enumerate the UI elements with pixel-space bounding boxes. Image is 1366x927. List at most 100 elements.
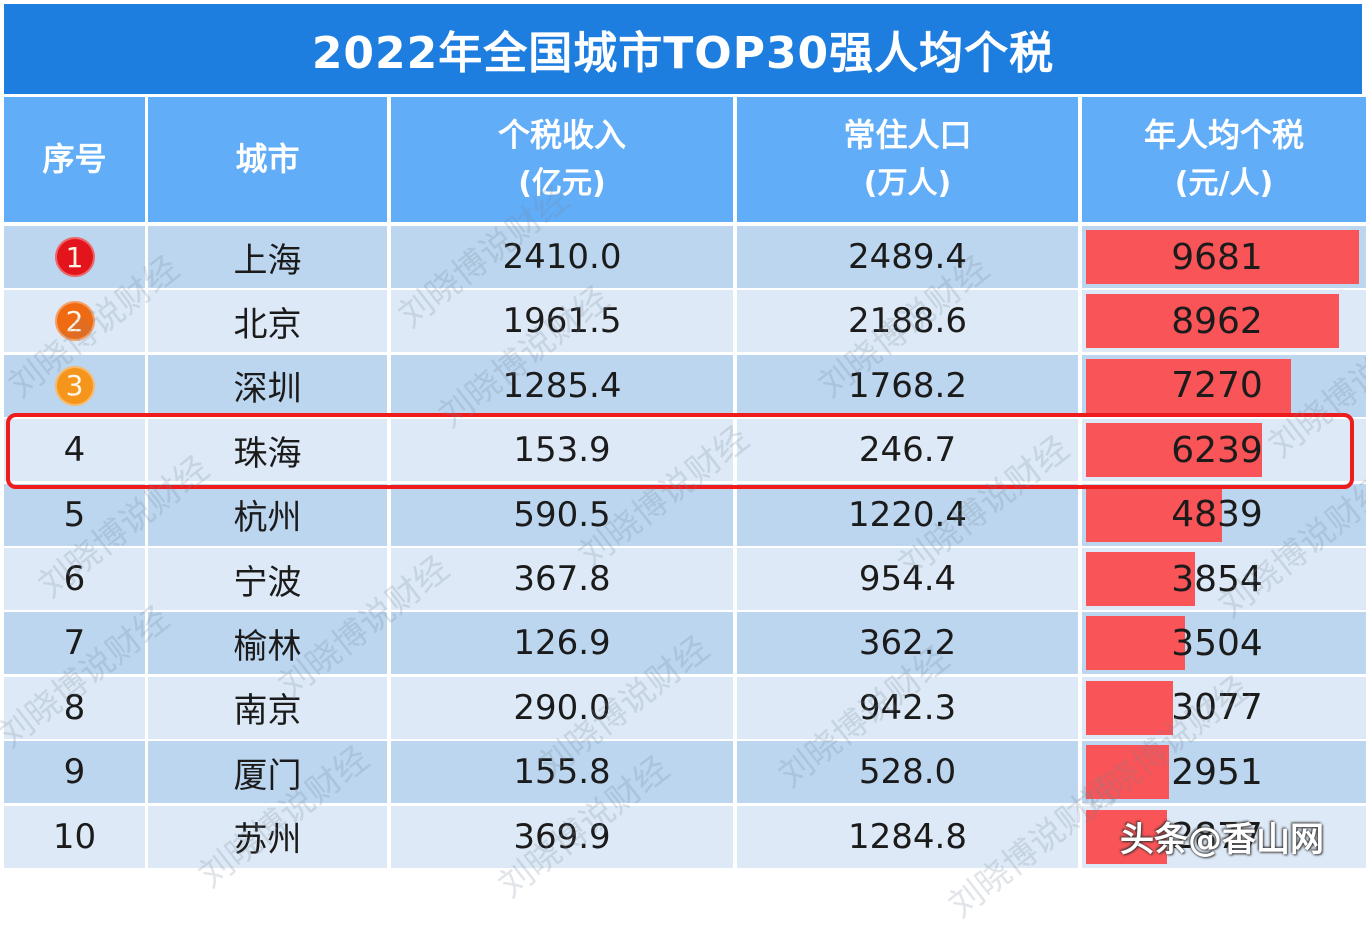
rank-number: 10 xyxy=(52,816,97,857)
per-capita-value: 7270 xyxy=(1171,365,1263,407)
rank-number: 4 xyxy=(63,430,86,471)
header-per-capita: 年人均个税 (元/人) xyxy=(1082,97,1366,222)
header-rank-label: 序号 xyxy=(42,139,107,178)
header-population-label: 常住人口 xyxy=(843,116,972,155)
per-capita-value: 6239 xyxy=(1171,429,1263,471)
population-cell: 942.3 xyxy=(737,676,1078,739)
rank-cell: 1 xyxy=(4,226,145,288)
per-capita-bar xyxy=(1086,294,1339,349)
per-capita-bar xyxy=(1086,745,1169,800)
table-header: 序号 城市 个税收入 (亿元) 常住人口 (万人) 年人均个税 (元/人) xyxy=(4,97,1366,222)
per-capita-value: 2877 xyxy=(1171,816,1263,858)
per-capita-bar xyxy=(1086,423,1262,478)
per-capita-bar xyxy=(1086,230,1359,284)
table-row: 1 上海 2410.0 2489.4 9681 xyxy=(4,226,1366,288)
rank-medal-icon: 2 xyxy=(54,301,95,342)
per-capita-cell: 2877 xyxy=(1082,805,1366,868)
rank-cell: 10 xyxy=(4,805,145,868)
per-capita-bar xyxy=(1086,552,1195,606)
per-capita-bar xyxy=(1086,680,1173,735)
tax-income-cell: 367.8 xyxy=(391,548,733,610)
tax-income-cell: 369.9 xyxy=(391,805,733,868)
table-row: 6 宁波 367.8 954.4 3854 xyxy=(4,548,1366,610)
population-cell: 1768.2 xyxy=(737,354,1078,417)
rank-number: 7 xyxy=(63,623,86,664)
table-row: 7 榆林 126.9 362.2 3504 xyxy=(4,612,1366,675)
per-capita-cell: 3854 xyxy=(1082,548,1366,610)
rank-number: 5 xyxy=(63,494,86,535)
header-tax-income-label: 个税收入 xyxy=(497,116,626,155)
rank-number: 6 xyxy=(63,559,86,599)
per-capita-cell: 6239 xyxy=(1082,419,1366,482)
tax-income-cell: 2410.0 xyxy=(391,226,733,288)
table-row: 2 北京 1961.5 2188.6 8962 xyxy=(4,290,1366,353)
per-capita-cell: 3504 xyxy=(1082,612,1366,675)
population-cell: 2489.4 xyxy=(737,226,1078,288)
per-capita-bar xyxy=(1086,358,1291,413)
per-capita-cell: 2951 xyxy=(1082,741,1366,804)
tax-income-cell: 1285.4 xyxy=(391,354,733,417)
per-capita-value: 4839 xyxy=(1171,494,1263,536)
city-cell: 榆林 xyxy=(148,612,387,675)
table-row: 5 杭州 590.5 1220.4 4839 xyxy=(4,483,1366,546)
population-cell: 246.7 xyxy=(737,419,1078,482)
city-cell: 宁波 xyxy=(148,548,387,610)
per-capita-value: 3077 xyxy=(1171,687,1263,729)
rank-medal-icon: 3 xyxy=(54,365,95,406)
header-rank: 序号 xyxy=(4,97,145,222)
rank-number: 9 xyxy=(63,752,86,793)
tax-income-cell: 290.0 xyxy=(391,676,733,739)
city-cell: 上海 xyxy=(148,226,387,288)
table-row: 9 厦门 155.8 528.0 2951 xyxy=(4,741,1366,804)
per-capita-cell: 7270 xyxy=(1082,354,1366,417)
per-capita-bar xyxy=(1086,616,1185,671)
population-cell: 362.2 xyxy=(737,612,1078,675)
per-capita-value: 3504 xyxy=(1171,622,1263,664)
per-capita-value: 3854 xyxy=(1171,558,1263,600)
table-row: 4 珠海 153.9 246.7 6239 xyxy=(4,419,1366,482)
source-tag: 头条@香山网 xyxy=(1120,820,1324,860)
tax-income-cell: 153.9 xyxy=(391,419,733,482)
tax-income-cell: 1961.5 xyxy=(391,290,733,353)
rank-cell: 4 xyxy=(4,419,145,482)
city-cell: 珠海 xyxy=(148,419,387,482)
per-capita-cell: 9681 xyxy=(1082,226,1366,288)
header-per-capita-label: 年人均个税 xyxy=(1143,116,1304,155)
header-population-unit: (万人) xyxy=(863,166,952,202)
header-city-label: 城市 xyxy=(235,139,300,178)
city-cell: 南京 xyxy=(148,676,387,739)
tax-income-cell: 126.9 xyxy=(391,612,733,675)
per-capita-cell: 4839 xyxy=(1082,483,1366,546)
tax-income-cell: 590.5 xyxy=(391,483,733,546)
per-capita-value: 2951 xyxy=(1171,751,1263,793)
city-cell: 杭州 xyxy=(148,483,387,546)
per-capita-cell: 8962 xyxy=(1082,290,1366,353)
header-tax-income-unit: (亿元) xyxy=(518,166,606,202)
rank-cell: 8 xyxy=(4,676,145,739)
rank-cell: 3 xyxy=(4,354,145,417)
header-per-capita-unit: (元/人) xyxy=(1174,166,1274,202)
rank-cell: 9 xyxy=(4,741,145,804)
table-row: 3 深圳 1285.4 1768.2 7270 xyxy=(4,354,1366,417)
population-cell: 1220.4 xyxy=(737,483,1078,546)
city-cell: 深圳 xyxy=(148,354,387,417)
rank-cell: 7 xyxy=(4,612,145,675)
rank-medal-icon: 1 xyxy=(54,237,95,277)
population-cell: 2188.6 xyxy=(737,290,1078,353)
per-capita-bar xyxy=(1086,809,1167,864)
table-row: 10 苏州 369.9 1284.8 2877 xyxy=(4,805,1366,868)
table-row: 8 南京 290.0 942.3 3077 xyxy=(4,676,1366,739)
rank-cell: 6 xyxy=(4,548,145,610)
city-cell: 苏州 xyxy=(148,805,387,868)
population-cell: 954.4 xyxy=(737,548,1078,610)
per-capita-value: 9681 xyxy=(1171,236,1263,278)
chart-title: 2022年全国城市TOP30强人均个税 xyxy=(4,4,1362,94)
city-cell: 北京 xyxy=(148,290,387,353)
per-capita-bar xyxy=(1086,487,1222,542)
header-city: 城市 xyxy=(148,97,387,222)
per-capita-value: 8962 xyxy=(1171,300,1263,342)
header-tax-income: 个税收入 (亿元) xyxy=(391,97,733,222)
city-cell: 厦门 xyxy=(148,741,387,804)
rank-cell: 5 xyxy=(4,483,145,546)
population-cell: 1284.8 xyxy=(737,805,1078,868)
